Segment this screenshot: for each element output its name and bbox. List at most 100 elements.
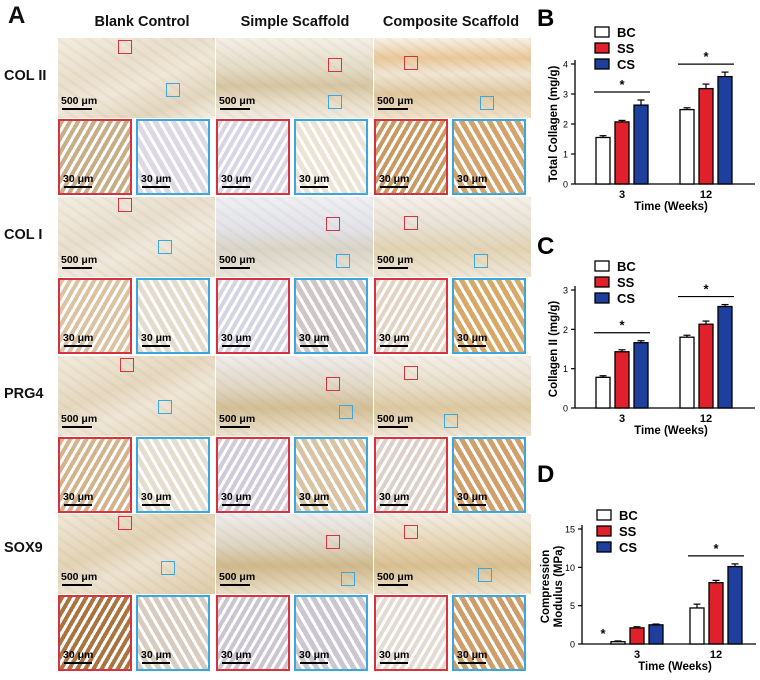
legend-swatch-cs	[594, 292, 610, 304]
column-header-blank-control: Blank Control	[94, 14, 190, 30]
scale-bar-label: 30 μm	[379, 491, 410, 503]
bar-ss-12	[708, 582, 724, 645]
panel-letter: C	[537, 233, 554, 260]
y-tick-label: 3	[563, 286, 568, 296]
zoom-image-blue[interactable]: 30 μm	[294, 119, 368, 195]
scale-bar	[458, 186, 486, 188]
y-tick-label: 1	[563, 150, 568, 160]
legend-swatch-ss	[596, 525, 612, 537]
overview-image[interactable]: 500 μm	[374, 38, 531, 118]
scale-bar-label: 500 μm	[219, 571, 256, 583]
roi-box-red	[404, 525, 418, 539]
scale-bar-label: 30 μm	[221, 491, 252, 503]
zoom-image-red[interactable]: 30 μm	[374, 278, 448, 354]
scale-bar-label: 500 μm	[61, 95, 98, 107]
scale-bar	[62, 426, 92, 428]
zoom-image-blue[interactable]: 30 μm	[136, 119, 210, 195]
bar-bc-12	[689, 607, 705, 645]
tissue-texture	[374, 514, 531, 594]
zoom-image-blue[interactable]: 30 μm	[136, 595, 210, 671]
y-tick-label: 0	[563, 404, 568, 414]
scale-bar	[142, 504, 170, 506]
legend-label-ss: SS	[617, 275, 635, 290]
scale-bar-label: 30 μm	[299, 649, 330, 661]
zoom-image-red[interactable]: 30 μm	[58, 595, 132, 671]
x-tick-label: 12	[710, 649, 722, 661]
scale-bar-label: 30 μm	[141, 491, 172, 503]
overview-image[interactable]: 500 μm	[374, 197, 531, 277]
zoom-image-red[interactable]: 30 μm	[58, 278, 132, 354]
roi-box-red	[326, 377, 340, 391]
zoom-image-blue[interactable]: 30 μm	[136, 278, 210, 354]
y-tick-label: 1	[563, 364, 568, 374]
overview-image[interactable]: 500 μm	[216, 356, 373, 436]
scale-bar	[220, 267, 250, 269]
scale-bar-label: 500 μm	[219, 254, 256, 266]
scale-bar-label: 30 μm	[457, 332, 488, 344]
zoom-image-red[interactable]: 30 μm	[216, 278, 290, 354]
zoom-image-red[interactable]: 30 μm	[216, 595, 290, 671]
legend-swatch-bc	[596, 509, 612, 521]
zoom-image-red[interactable]: 30 μm	[216, 119, 290, 195]
zoom-image-blue[interactable]: 30 μm	[294, 278, 368, 354]
zoom-image-blue[interactable]: 30 μm	[452, 278, 526, 354]
bar-cs-12	[717, 305, 733, 409]
scale-bar-label: 30 μm	[379, 173, 410, 185]
zoom-image-red[interactable]: 30 μm	[58, 437, 132, 513]
zoom-image-red[interactable]: 30 μm	[374, 595, 448, 671]
zoom-image-red[interactable]: 30 μm	[374, 119, 448, 195]
roi-box-blue	[444, 414, 458, 428]
overview-image[interactable]: 500 μm	[216, 38, 373, 118]
overview-image[interactable]: 500 μm	[58, 514, 215, 594]
tissue-texture	[374, 38, 531, 118]
legend-label-ss: SS	[619, 524, 637, 539]
overview-image[interactable]: 500 μm	[374, 356, 531, 436]
scale-bar	[142, 662, 170, 664]
scale-bar	[222, 345, 250, 347]
overview-image[interactable]: 500 μm	[58, 356, 215, 436]
legend-swatch-ss	[594, 276, 610, 288]
scale-bar-label: 30 μm	[141, 649, 172, 661]
scale-bar	[300, 504, 328, 506]
scale-bar-label: 500 μm	[219, 95, 256, 107]
roi-box-blue	[158, 400, 172, 414]
zoom-image-blue[interactable]: 30 μm	[136, 437, 210, 513]
roi-box-blue	[478, 568, 492, 582]
zoom-image-blue[interactable]: 30 μm	[294, 437, 368, 513]
scale-bar-label: 30 μm	[379, 649, 410, 661]
scale-bar	[300, 186, 328, 188]
scale-bar	[380, 186, 408, 188]
zoom-image-blue[interactable]: 30 μm	[452, 437, 526, 513]
zoom-image-red[interactable]: 30 μm	[374, 437, 448, 513]
zoom-image-blue[interactable]: 30 μm	[452, 119, 526, 195]
row-label-prg4: PRG4	[4, 386, 44, 402]
overview-image[interactable]: 500 μm	[58, 197, 215, 277]
scale-bar-label: 30 μm	[141, 332, 172, 344]
roi-box-blue	[328, 95, 342, 109]
column-header-simple-scaffold: Simple Scaffold	[240, 14, 350, 30]
tissue-texture	[374, 197, 531, 277]
bar-bc-3	[595, 376, 611, 409]
zoom-image-red[interactable]: 30 μm	[58, 119, 132, 195]
legend-label-bc: BC	[619, 508, 638, 523]
zoom-image-red[interactable]: 30 μm	[216, 437, 290, 513]
overview-image[interactable]: 500 μm	[374, 514, 531, 594]
bar-ss-12	[698, 323, 714, 409]
overview-image[interactable]: 500 μm	[216, 514, 373, 594]
scale-bar-label: 30 μm	[457, 173, 488, 185]
bar-cs-12	[717, 75, 733, 185]
column-header-composite-scaffold: Composite Scaffold	[382, 14, 520, 30]
overview-image[interactable]: 500 μm	[58, 38, 215, 118]
scale-bar-label: 30 μm	[63, 649, 94, 661]
scale-bar	[378, 108, 408, 110]
scale-bar-label: 30 μm	[63, 491, 94, 503]
overview-image[interactable]: 500 μm	[216, 197, 373, 277]
zoom-image-blue[interactable]: 30 μm	[452, 595, 526, 671]
legend-label-bc: BC	[617, 25, 636, 40]
roi-box-red	[118, 40, 132, 54]
zoom-image-blue[interactable]: 30 μm	[294, 595, 368, 671]
bar-bc-12	[679, 108, 695, 185]
significance-star: *	[713, 541, 719, 556]
bar-bc-3	[610, 641, 626, 645]
